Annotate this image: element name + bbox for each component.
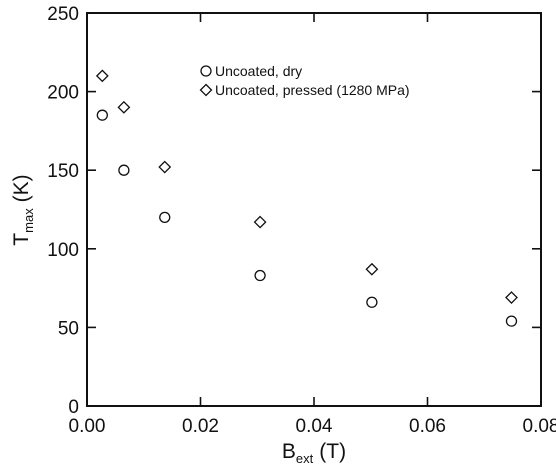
y-tick-label: 0 [68, 397, 79, 418]
y-axis-title-unit: (K) [10, 174, 33, 202]
x-tick-label: 0.06 [409, 416, 446, 437]
legend-diamond-marker [199, 83, 213, 97]
data-point-diamond [253, 215, 267, 229]
y-tick-label: 100 [47, 240, 79, 261]
y-axis-title: Tmax (K) [10, 174, 36, 245]
x-tick-label: 0.02 [182, 416, 219, 437]
legend-label: Uncoated, pressed (1280 MPa) [215, 82, 410, 98]
y-tick-label: 200 [47, 83, 79, 104]
axis-ticks: 0.00 0.02 0.04 0.06 0.08 0 50 100 150 200 250 [47, 4, 556, 437]
data-point-circle [159, 211, 171, 224]
data-marks [95, 69, 518, 327]
x-axis-title: Bext (T) [282, 440, 346, 466]
data-point-circle [366, 296, 378, 308]
data-point-diamond [117, 100, 131, 114]
data-point-circle [254, 269, 266, 282]
x-tick-label: 0.08 [523, 416, 556, 437]
x-tick-label: 0.04 [296, 416, 333, 437]
x-axis-title-unit: (T) [319, 440, 346, 463]
x-axis-title-sub: ext [296, 451, 314, 466]
y-tick-label: 150 [47, 161, 79, 182]
legend: Uncoated, dry Uncoated, pressed (1280 MPa… [199, 63, 410, 98]
legend-label: Uncoated, dry [215, 63, 302, 79]
data-point-circle [96, 109, 108, 121]
data-point-diamond [365, 262, 379, 276]
x-axis-title-main: B [282, 440, 296, 463]
y-tick-label: 250 [47, 4, 79, 25]
data-point-diamond [95, 69, 109, 83]
x-tick-label: 0.00 [69, 416, 106, 437]
data-point-circle [118, 164, 130, 176]
y-axis-title-main: T [10, 233, 33, 246]
data-point-circle [505, 315, 518, 327]
y-axis-title-sub: max [21, 208, 36, 233]
y-tick-label: 50 [58, 318, 79, 339]
data-point-diamond [158, 160, 172, 174]
data-point-diamond [505, 291, 518, 304]
plot-frame [86, 12, 542, 407]
legend-circle-marker [200, 65, 212, 77]
